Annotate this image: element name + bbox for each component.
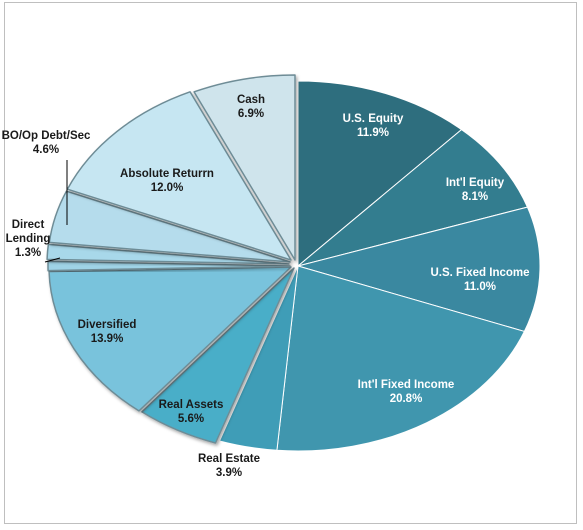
slice-name: Real Estate xyxy=(198,453,260,465)
pie-slice-diversified xyxy=(48,266,292,412)
slice-value: 3.9% xyxy=(216,467,242,479)
slice-name: Lending xyxy=(6,233,51,245)
pie-slice-int-l-fixed-income xyxy=(276,265,525,452)
slice-name: Absolute Returrn xyxy=(120,168,214,180)
slice-value: 5.6% xyxy=(178,413,204,425)
pie-slice-u-s-equity xyxy=(297,80,462,267)
slice-label-diversified: Diversified 13.9% xyxy=(78,319,137,345)
slice-name: Cash xyxy=(237,94,265,106)
slice-name: U.S. Equity xyxy=(343,113,404,125)
slice-label-bo-op-debt-sec: BO/Op Debt/Sec 4.6% xyxy=(2,130,91,156)
slice-label-u-s-fixed-income: U.S. Fixed Income 11.0% xyxy=(430,267,529,293)
slice-name: Int'l Equity xyxy=(446,177,505,189)
slice-label-int-l-fixed-income: Int'l Fixed Income 20.8% xyxy=(358,379,455,405)
slice-name: Diversified xyxy=(78,319,137,331)
slice-name: BO/Op Debt/Sec xyxy=(2,130,91,142)
slice-value: 12.0% xyxy=(151,182,184,194)
slice-label-direct-lending: Direct Lending 1.3% xyxy=(6,219,51,259)
pie-slice-real-assets xyxy=(141,267,295,444)
slice-label-cash: Cash 6.9% xyxy=(237,94,265,120)
pie-slice-bo-op-debt-sec xyxy=(48,190,291,263)
slice-name: Int'l Fixed Income xyxy=(358,379,455,391)
slice-label-real-assets: Real Assets 5.6% xyxy=(159,399,224,425)
slice-value: 6.9% xyxy=(238,108,264,120)
slice-value: 1.3% xyxy=(15,247,41,259)
pie-slice-int-l-equity xyxy=(297,129,528,267)
slice-value: 11.9% xyxy=(357,127,389,139)
pie-slice-direct-lending xyxy=(46,243,290,265)
slice-label-real-estate: Real Estate 3.9% xyxy=(198,453,260,479)
slice-value: 11.0% xyxy=(464,281,496,293)
slice-name: Real Assets xyxy=(159,399,224,411)
slice-value: 4.6% xyxy=(33,144,59,156)
slice-name: Direct xyxy=(12,219,45,231)
slice-value: 13.9% xyxy=(91,333,124,345)
leader-line xyxy=(44,257,61,263)
pie-slice-cash xyxy=(193,74,296,261)
slice-value: 20.8% xyxy=(390,393,423,405)
slice-label-int-l-equity: Int'l Equity 8.1% xyxy=(446,177,505,203)
slice-value: 8.1% xyxy=(462,191,488,203)
pie-slice-real-estate xyxy=(218,265,299,451)
slice-label-absolute-returrn: Absolute Returrn 12.0% xyxy=(120,168,214,194)
pie-slice-u-s-fixed-income xyxy=(297,206,541,332)
pie-slice-absolute-returrn xyxy=(66,91,292,261)
slice-name: U.S. Fixed Income xyxy=(430,267,529,279)
slice-label-u-s-equity: U.S. Equity 11.9% xyxy=(343,113,404,139)
